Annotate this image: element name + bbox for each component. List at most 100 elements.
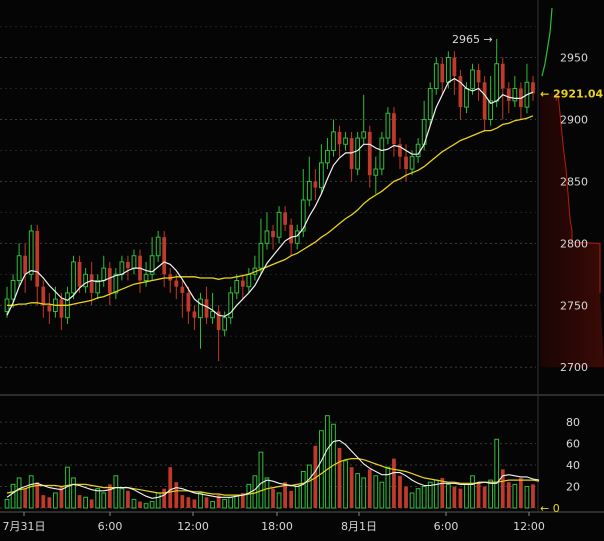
volume-bar-up: [294, 486, 300, 509]
candle-body-down: [392, 113, 396, 145]
volume-bar-down: [23, 488, 28, 508]
candle-body-up: [464, 88, 469, 108]
depth-bid-line: [541, 7, 553, 77]
candle-body-up: [300, 199, 306, 232]
volume-bar-up: [258, 451, 264, 509]
x-tick-label: 6:00: [434, 520, 459, 533]
candle-body-down: [283, 212, 287, 225]
volume-bar-down: [482, 486, 487, 508]
candle-body-up: [319, 162, 324, 189]
volume-bar-down: [216, 495, 221, 508]
volume-bar-down: [186, 497, 191, 508]
candle-body-down: [500, 63, 505, 89]
volume-panel: [4, 415, 540, 509]
volume-ma-short-line: [6, 439, 540, 499]
volume-bar-up: [95, 488, 101, 509]
volume-bar-up: [361, 477, 367, 509]
volume-bar-up: [16, 477, 22, 509]
ma-short-line: [6, 77, 534, 318]
candle-body-up: [258, 242, 264, 269]
volume-bar-down: [452, 486, 457, 508]
volume-bar-up: [143, 503, 149, 509]
candle-body-up: [222, 317, 228, 331]
volume-tick-label: 60: [566, 438, 580, 451]
volume-bar-down: [47, 497, 52, 508]
candle-body-down: [41, 286, 46, 306]
volume-tick-label: 40: [566, 459, 580, 472]
volume-bar-down: [500, 469, 505, 508]
candle-body-up: [373, 168, 379, 176]
candle-body-up: [325, 149, 330, 164]
volume-bar-down: [180, 495, 185, 508]
volume-bar-down: [283, 482, 287, 508]
price-tick-label: 2750: [560, 299, 588, 312]
volume-bar-up: [512, 483, 518, 509]
volume-bar-down: [168, 467, 173, 508]
x-tick-label: 12:00: [177, 520, 209, 533]
x-tick-label: 18:00: [261, 520, 293, 533]
candle-body-down: [162, 237, 167, 275]
volume-bar-down: [107, 484, 112, 508]
volume-bar-up: [131, 498, 137, 509]
volume-bar-down: [77, 495, 82, 508]
volume-bar-up: [155, 492, 161, 509]
volume-bar-down: [404, 486, 408, 508]
volume-bar-down: [126, 490, 130, 508]
candle-body-down: [271, 230, 275, 238]
candle-body-down: [313, 181, 318, 188]
candle-body-down: [126, 261, 130, 269]
volume-bar-up: [427, 481, 433, 509]
candle-body-down: [107, 268, 112, 293]
volume-bar-down: [531, 484, 535, 508]
volume-bar-down: [476, 482, 481, 508]
candle-body-up: [264, 230, 270, 244]
candle-body-down: [23, 255, 28, 275]
volume-bar-up: [119, 488, 125, 509]
volume-bar-down: [204, 497, 209, 508]
volume-bar-down: [458, 488, 463, 508]
candle-body-up: [343, 137, 348, 145]
volume-bar-down: [162, 488, 167, 508]
x-tick-label: 7月31日: [3, 520, 46, 533]
candle-body-down: [398, 144, 402, 157]
candle-body-down: [216, 311, 221, 331]
candle-body-up: [155, 236, 161, 257]
candle-body-up: [331, 131, 336, 151]
candle-body-down: [349, 138, 354, 170]
volume-bar-down: [337, 447, 342, 508]
candle-body-up: [379, 137, 385, 170]
volume-bar-down: [271, 488, 275, 508]
candle-body-up: [149, 255, 155, 275]
volume-bar-up: [409, 492, 415, 509]
candle-body-down: [367, 131, 372, 176]
volume-bar-up: [319, 430, 324, 509]
volume-bar-up: [470, 475, 475, 509]
candle-body-up: [71, 261, 76, 294]
depth-ask-area: [540, 93, 604, 368]
volume-bar-up: [222, 498, 228, 509]
volume-bar-up: [379, 481, 385, 509]
candle-body-up: [433, 63, 439, 90]
candle-body-down: [35, 230, 40, 287]
volume-bar-up: [234, 494, 240, 509]
candle-body-up: [83, 273, 88, 288]
volume-bar-down: [289, 490, 294, 508]
volume-bar-up: [445, 483, 451, 509]
volume-bar-up: [101, 492, 107, 509]
candle-body-up: [143, 273, 149, 282]
candle-body-down: [240, 280, 245, 287]
volume-bar-down: [41, 495, 46, 508]
volume-bar-up: [276, 492, 282, 509]
volume-tick-label: 20: [566, 481, 580, 494]
candle-body-up: [228, 292, 234, 319]
volume-bar-up: [10, 483, 16, 509]
volume-bar-down: [89, 499, 94, 508]
volume-bar-up: [113, 475, 119, 509]
volume-bar-down: [398, 475, 402, 508]
candle-body-down: [458, 76, 463, 108]
candle-body-down: [476, 69, 481, 83]
candle-body-up: [409, 156, 415, 170]
candle-body-down: [404, 156, 408, 170]
